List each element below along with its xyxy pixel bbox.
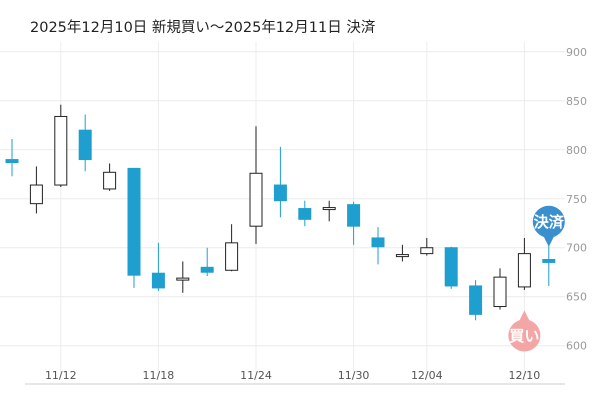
- x-tick-label: 11/24: [240, 369, 272, 382]
- candle-body: [29, 184, 43, 205]
- candle-body: [103, 171, 117, 190]
- x-tick-label: 12/10: [509, 369, 541, 382]
- candles: [5, 104, 556, 321]
- candle: [517, 237, 531, 290]
- y-axis-tick-labels: 600 650 700 750 800 850 900: [566, 46, 587, 353]
- buy-marker-label: 買い: [509, 327, 539, 345]
- candle-body: [517, 253, 531, 288]
- y-tick-label: 900: [566, 46, 587, 59]
- candle-body: [298, 208, 312, 220]
- candle-body: [395, 254, 409, 258]
- settle-marker-pointer: [542, 234, 555, 247]
- candle-body: [444, 247, 458, 287]
- candle-body: [542, 258, 556, 263]
- chart-title: 2025年12月10日 新規買い～2025年12月11日 決済: [30, 20, 376, 36]
- candle: [347, 201, 361, 245]
- candle: [371, 227, 385, 265]
- candle: [420, 237, 434, 256]
- candle-body: [200, 266, 214, 273]
- candle: [395, 244, 409, 262]
- x-tick-label: 11/18: [143, 369, 175, 382]
- buy-marker: 買い: [508, 310, 541, 352]
- candle-body: [347, 204, 361, 227]
- settle-marker-label: 決済: [534, 213, 565, 231]
- candle-body: [176, 277, 190, 281]
- settle-marker: 決済: [532, 205, 565, 247]
- candle: [469, 280, 483, 321]
- candle: [29, 166, 43, 214]
- y-tick-label: 850: [566, 95, 587, 108]
- y-tick-label: 750: [566, 193, 587, 206]
- x-tick-label: 11/30: [338, 369, 370, 382]
- candle: [103, 163, 117, 191]
- buy-marker-circle: [508, 319, 541, 352]
- candle: [200, 247, 214, 277]
- candle: [444, 246, 458, 289]
- candle-body: [371, 237, 385, 248]
- buy-marker-pointer: [518, 310, 531, 323]
- candle: [127, 167, 141, 288]
- y-tick-label: 650: [566, 291, 587, 304]
- candle: [5, 138, 19, 177]
- candle: [151, 242, 165, 291]
- y-tick-label: 800: [566, 144, 587, 157]
- candle: [176, 261, 190, 293]
- candle: [249, 126, 263, 244]
- candle-body: [5, 159, 19, 164]
- candle-body: [322, 207, 336, 211]
- x-axis-tick-labels: 11/12 11/18 11/24 11/30 12/04 12/10: [45, 369, 540, 382]
- candle-body: [493, 276, 507, 308]
- y-tick-label: 700: [566, 242, 587, 255]
- candle-body: [249, 172, 263, 227]
- candle-body: [420, 247, 434, 255]
- candle-body: [225, 242, 239, 271]
- candle: [298, 200, 312, 227]
- candle: [78, 114, 92, 172]
- candle: [225, 224, 239, 272]
- candle-body: [78, 129, 92, 161]
- candle: [493, 268, 507, 310]
- grid-lines: [0, 42, 565, 385]
- candle-body: [127, 167, 141, 276]
- candle: [54, 104, 68, 187]
- candle-body: [54, 115, 68, 186]
- y-tick-label: 600: [566, 340, 587, 353]
- x-tick-label: 11/12: [45, 369, 77, 382]
- trade-markers: 買い 決済: [508, 205, 565, 352]
- candle-body: [151, 272, 165, 289]
- candle-body: [273, 184, 287, 202]
- candle: [322, 200, 336, 222]
- x-tick-label: 12/04: [411, 369, 443, 382]
- candle: [273, 146, 287, 218]
- candle-body: [469, 285, 483, 315]
- candle: [542, 244, 556, 286]
- settle-marker-circle: [532, 205, 565, 238]
